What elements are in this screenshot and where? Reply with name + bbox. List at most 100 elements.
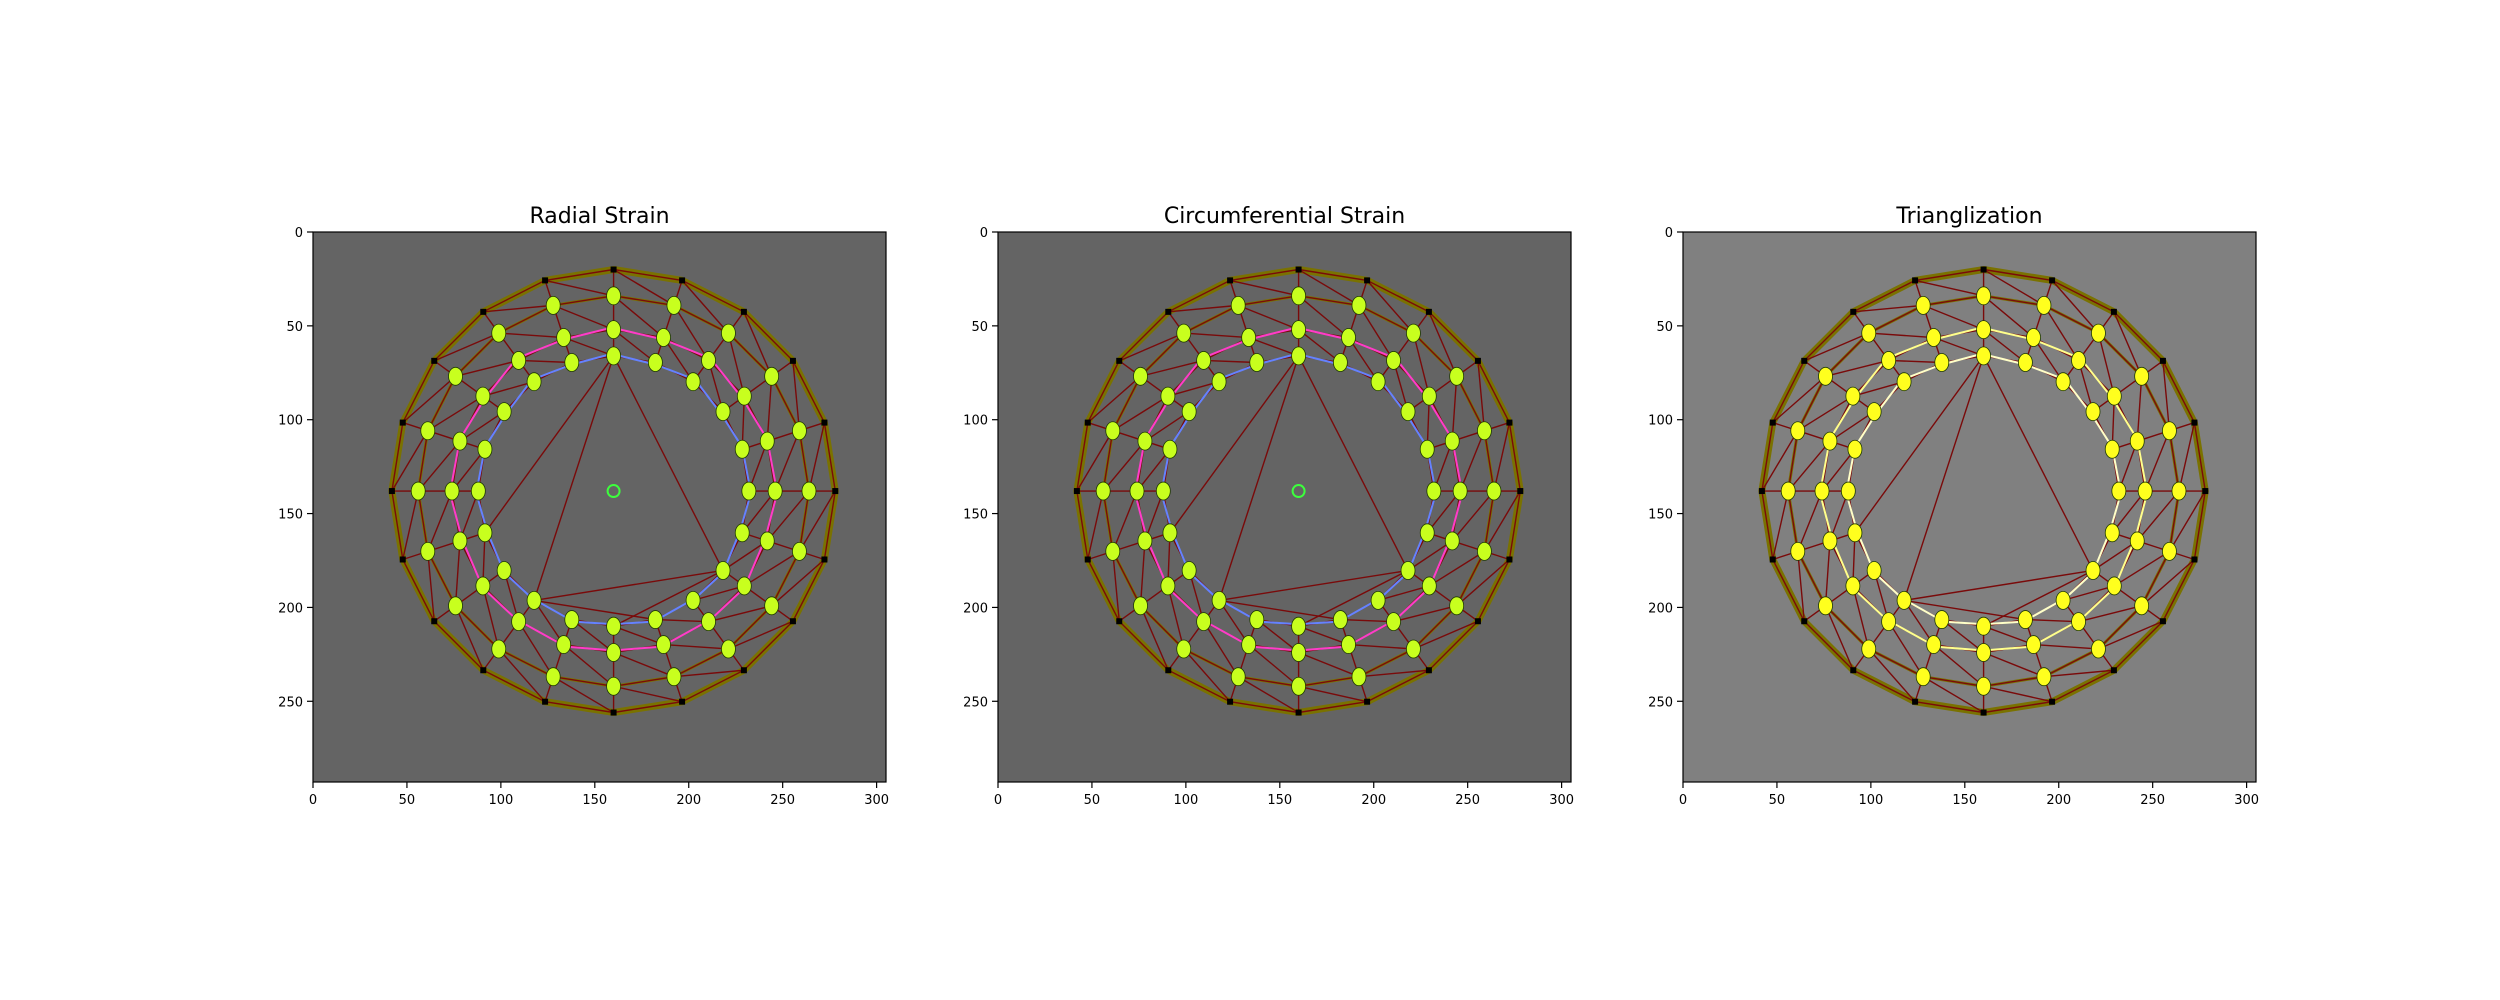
node-marker	[734, 523, 750, 543]
x-tick-label: 200	[676, 793, 701, 808]
diagonal-edge	[1852, 381, 1905, 397]
diagonal-edge	[1797, 551, 1805, 622]
x-tick-label: 100	[1858, 793, 1883, 808]
cavity-chord	[1297, 355, 1409, 571]
outer-node-marker	[1425, 667, 1432, 674]
node-marker	[1419, 523, 1435, 543]
node-marker	[1926, 328, 1942, 347]
node-marker	[1847, 439, 1863, 459]
diagonal-edge	[2113, 311, 2143, 377]
node-marker	[759, 431, 775, 451]
y-tick-label: 250	[278, 695, 303, 710]
diagonal-edge	[498, 332, 564, 339]
panel-1: Radial Strain 0 50 100 150 200 250 300 0 50 100 150…	[278, 204, 889, 808]
diagonal-edge	[1888, 621, 1924, 678]
diagonal-edge	[1428, 550, 1485, 587]
diagonal-edge	[1933, 644, 1985, 687]
node-marker	[2171, 481, 2187, 501]
node-marker	[2106, 576, 2122, 596]
diagonal-edge	[518, 621, 554, 678]
node-marker	[1137, 431, 1153, 451]
node-marker	[721, 323, 736, 343]
diagonal-edge	[1218, 599, 1250, 645]
outer-node-marker	[1801, 357, 1808, 364]
diagonal-edge	[1787, 440, 1831, 492]
diagonal-edge	[1456, 558, 1510, 607]
node-marker	[2091, 323, 2106, 343]
node-marker	[736, 386, 752, 406]
axes-frame	[1682, 231, 2257, 783]
node-marker	[1249, 353, 1265, 372]
x-tick-label: 50	[399, 793, 416, 808]
node-marker	[656, 635, 671, 654]
outer-node-marker	[1227, 277, 1234, 284]
x-tick-label: 250	[1455, 793, 1480, 808]
node-marker	[2055, 590, 2071, 610]
x-tick-label: 250	[2140, 793, 2165, 808]
outer-node-marker	[1116, 618, 1123, 625]
cavity-chord	[533, 599, 656, 621]
outer-node-marker	[399, 419, 406, 426]
node-marker	[1406, 323, 1421, 343]
node-marker	[420, 541, 436, 561]
diagonal-edge	[743, 311, 773, 377]
image-background	[1683, 232, 2256, 782]
node-marker	[1881, 612, 1897, 632]
cavity-chord	[484, 355, 615, 534]
node-marker	[1370, 372, 1386, 392]
node-marker	[1818, 596, 1833, 616]
node-marker	[1822, 431, 1838, 451]
node-marker	[1230, 667, 1246, 687]
node-marker	[2085, 402, 2101, 422]
node-marker	[470, 481, 486, 501]
outer-node-marker	[480, 308, 487, 315]
outer-node-marker	[1801, 618, 1808, 625]
outer-node-marker	[542, 277, 549, 284]
diagonal-edge	[2062, 585, 2115, 602]
x-tick-label: 300	[2234, 793, 2259, 808]
diagonal-edge	[427, 490, 453, 552]
node-marker	[1196, 351, 1212, 370]
diagonal-edge	[728, 620, 794, 650]
diagonal-edge	[1821, 448, 1856, 492]
panels: Radial Strain 0 50 100 150 200 250 300 0 50 100 150…	[278, 204, 2259, 808]
node-marker	[2129, 531, 2145, 551]
diagonal-edge	[1761, 430, 1799, 492]
node-marker	[2026, 328, 2041, 347]
diagonal-edge	[613, 329, 656, 364]
diagonal-edge	[1256, 619, 1300, 654]
outer-node-marker	[1295, 709, 1302, 716]
diagonal-edge	[1298, 651, 1360, 678]
diagonal-edge	[1298, 625, 1349, 646]
outer-node-marker	[679, 277, 686, 284]
y-tick-label: 250	[963, 695, 988, 710]
node-marker	[2017, 353, 2033, 372]
diagonal-edge	[1803, 332, 1870, 362]
node-marker	[1976, 286, 1991, 306]
diagonal-edge	[552, 304, 614, 331]
diagonal-edge	[1772, 490, 1789, 560]
node-marker	[2137, 481, 2153, 501]
node-marker	[1129, 481, 1145, 501]
node-marker	[564, 353, 580, 372]
node-marker	[1133, 596, 1148, 616]
node-marker	[491, 323, 507, 343]
node-marker	[556, 328, 572, 347]
diagonal-edge	[1248, 336, 1299, 357]
diagonal-edge	[1203, 359, 1257, 364]
diagonal-edge	[1797, 490, 1823, 552]
node-marker	[2036, 295, 2052, 315]
diagonal-edge	[1229, 279, 1299, 297]
node-marker	[1426, 481, 1442, 501]
diagonal-edge	[2136, 490, 2180, 542]
diagonal-edge	[1112, 490, 1138, 552]
node-marker	[545, 295, 561, 315]
outer-node-marker	[2159, 618, 2166, 625]
cavity-chord	[1169, 355, 1300, 534]
y-tick-label: 150	[1648, 508, 1673, 523]
node-marker	[452, 431, 468, 451]
diagonal-edge	[1407, 540, 1453, 572]
node-marker	[1370, 590, 1386, 610]
center-marker	[1291, 484, 1306, 499]
